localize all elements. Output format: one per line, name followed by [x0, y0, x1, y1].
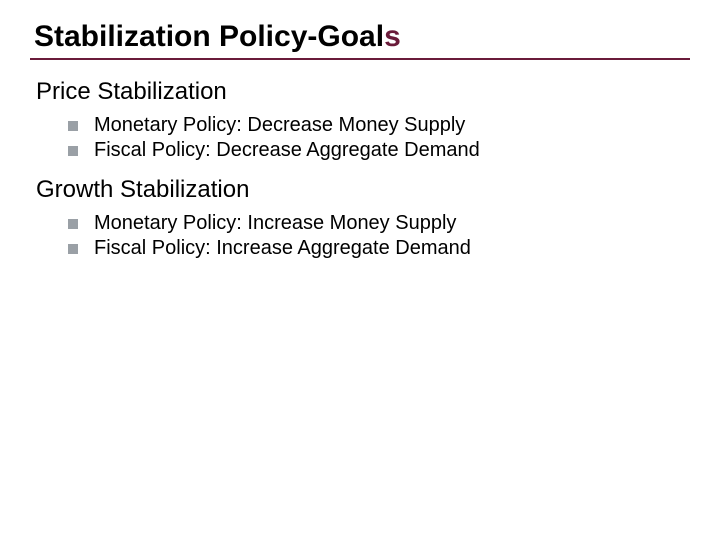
title-text-main: Stabilization Policy-Goal [34, 20, 384, 53]
square-bullet-icon [68, 244, 78, 254]
slide-title: Stabilization Policy-Goals [30, 20, 690, 54]
bullet-list-growth: Monetary Policy: Increase Money Supply F… [30, 212, 690, 260]
slide: Stabilization Policy-Goals Price Stabili… [0, 0, 720, 540]
section-heading-growth: Growth Stabilization [36, 176, 690, 204]
square-bullet-icon [68, 121, 78, 131]
list-item: Monetary Policy: Decrease Money Supply [68, 114, 690, 137]
list-item: Monetary Policy: Increase Money Supply [68, 212, 690, 235]
bullet-text: Monetary Policy: Decrease Money Supply [94, 114, 465, 137]
title-text-accent: s [384, 20, 401, 53]
bullet-text: Fiscal Policy: Increase Aggregate Demand [94, 237, 471, 260]
bullet-text: Monetary Policy: Increase Money Supply [94, 212, 456, 235]
square-bullet-icon [68, 219, 78, 229]
list-item: Fiscal Policy: Decrease Aggregate Demand [68, 139, 690, 162]
square-bullet-icon [68, 146, 78, 156]
title-underline [30, 58, 690, 60]
section-heading-price: Price Stabilization [36, 78, 690, 106]
list-item: Fiscal Policy: Increase Aggregate Demand [68, 237, 690, 260]
bullet-list-price: Monetary Policy: Decrease Money Supply F… [30, 114, 690, 162]
bullet-text: Fiscal Policy: Decrease Aggregate Demand [94, 139, 480, 162]
